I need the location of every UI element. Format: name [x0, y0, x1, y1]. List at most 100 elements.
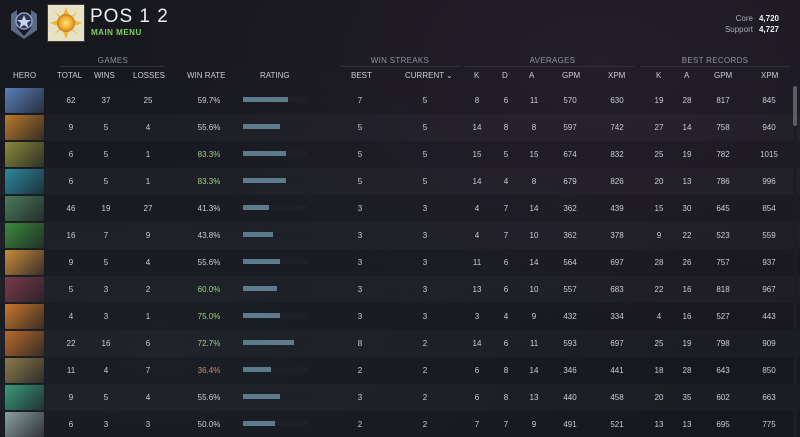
rating-bar-fill [243, 421, 275, 426]
cell-win-rate: 55.6% [197, 123, 221, 132]
cell-wins: 5 [103, 177, 109, 186]
col-wins[interactable]: WINS [94, 71, 115, 80]
col-avg-d[interactable]: D [502, 71, 508, 80]
hero-portrait-icon[interactable] [5, 250, 44, 275]
cell-gpm: 570 [563, 96, 577, 105]
cell-rxpm: 996 [762, 177, 776, 186]
cell-d: 6 [503, 339, 509, 348]
cell-xpm: 439 [610, 204, 624, 213]
hero-portrait-icon[interactable] [5, 169, 44, 194]
cell-k: 7 [474, 420, 480, 429]
col-rec-k[interactable]: K [656, 71, 662, 80]
scrollbar-thumb[interactable] [793, 86, 797, 126]
cell-total: 9 [68, 393, 74, 402]
hero-avatar-sun-icon[interactable] [47, 4, 85, 42]
cell-xpm: 334 [610, 312, 624, 321]
cell-current: 5 [422, 123, 428, 132]
cell-ra: 19 [682, 150, 692, 159]
group-best-records: BEST RECORDS [681, 56, 749, 65]
col-rec-gpm[interactable]: GPM [714, 71, 733, 80]
group-averages: AVERAGES [529, 56, 576, 65]
cell-current: 5 [422, 177, 428, 186]
cell-best: 3 [357, 204, 363, 213]
table-row[interactable]: 46 19 27 41.3% 3 3 4 7 14 362 439 15 30 645 854 [0, 195, 800, 222]
col-rec-a[interactable]: A [684, 71, 690, 80]
cell-k: 3 [474, 312, 480, 321]
hero-portrait-icon[interactable] [5, 142, 44, 167]
hero-portrait-icon[interactable] [5, 331, 44, 356]
cell-losses: 7 [145, 366, 151, 375]
table-row[interactable]: 6 5 1 83.3% 5 5 14 4 8 679 826 20 13 786 996 [0, 168, 800, 195]
hero-portrait-icon[interactable] [5, 88, 44, 113]
col-rating[interactable]: RATING [260, 71, 290, 80]
table-row[interactable]: 9 5 4 55.6% 5 5 14 8 8 597 742 27 14 758 940 [0, 114, 800, 141]
col-avg-gpm[interactable]: GPM [562, 71, 581, 80]
table-row[interactable]: 9 5 4 55.6% 3 2 6 8 13 440 458 20 35 602 663 [0, 384, 800, 411]
rating-bar-fill [243, 340, 294, 345]
cell-win-rate: 72.7% [197, 339, 221, 348]
col-rec-xpm[interactable]: XPM [761, 71, 779, 80]
cell-rgpm: 817 [716, 96, 730, 105]
col-avg-a[interactable]: A [529, 71, 535, 80]
cell-a: 10 [529, 231, 539, 240]
cell-rxpm: 967 [762, 285, 776, 294]
col-total[interactable]: TOTAL [57, 71, 83, 80]
cell-ra: 28 [682, 366, 692, 375]
table-row[interactable]: 5 3 2 60.0% 3 3 13 6 10 557 683 22 16 818 967 [0, 276, 800, 303]
cell-d: 6 [503, 285, 509, 294]
cell-a: 9 [531, 312, 537, 321]
cell-a: 11 [529, 339, 539, 348]
cell-d: 7 [503, 204, 509, 213]
mmr-summary: Core 4,720 Support 4,727 [725, 13, 779, 35]
col-current[interactable]: CURRENT [405, 71, 445, 80]
table-row[interactable]: 22 16 6 72.7% 8 2 14 6 11 593 697 25 19 798 909 [0, 330, 800, 357]
hero-portrait-icon[interactable] [5, 115, 44, 140]
cell-d: 7 [503, 420, 509, 429]
cell-best: 2 [357, 366, 363, 375]
cell-d: 4 [503, 177, 509, 186]
cell-a: 14 [529, 258, 539, 267]
scrollbar[interactable] [793, 86, 797, 437]
hero-portrait-icon[interactable] [5, 412, 44, 437]
rating-bar [243, 394, 307, 399]
table-row[interactable]: 4 3 1 75.0% 3 3 3 4 9 432 334 4 16 527 443 [0, 303, 800, 330]
cell-d: 4 [503, 312, 509, 321]
cell-best: 7 [357, 96, 363, 105]
col-hero[interactable]: HERO [13, 71, 37, 80]
hero-portrait-icon[interactable] [5, 304, 44, 329]
rating-bar-fill [243, 97, 288, 102]
table-row[interactable]: 6 3 3 50.0% 2 2 7 7 9 491 521 13 13 695 775 [0, 411, 800, 437]
cell-total: 6 [68, 420, 74, 429]
cell-xpm: 458 [610, 393, 624, 402]
col-losses[interactable]: LOSSES [133, 71, 166, 80]
cell-rxpm: 775 [762, 420, 776, 429]
col-avg-xpm[interactable]: XPM [608, 71, 626, 80]
col-win-rate[interactable]: WIN RATE [187, 71, 226, 80]
main-menu-link[interactable]: MAIN MENU [91, 28, 142, 37]
cell-a: 9 [531, 420, 537, 429]
cell-ra: 16 [682, 285, 692, 294]
col-avg-k[interactable]: K [474, 71, 480, 80]
table-row[interactable]: 6 5 1 83.3% 5 5 15 5 15 674 832 25 19 782 1015 [0, 141, 800, 168]
cell-rgpm: 645 [716, 204, 730, 213]
cell-rk: 20 [654, 177, 664, 186]
table-row[interactable]: 9 5 4 55.6% 3 3 11 6 14 564 697 28 26 757 937 [0, 249, 800, 276]
cell-k: 14 [472, 123, 482, 132]
sort-chevron-down-icon[interactable]: ⌄ [446, 71, 453, 80]
col-best[interactable]: BEST [351, 71, 372, 80]
cell-gpm: 432 [563, 312, 577, 321]
table-row[interactable]: 62 37 25 59.7% 7 5 8 6 11 570 630 19 28 817 845 [0, 87, 800, 114]
cell-best: 3 [357, 258, 363, 267]
table-row[interactable]: 16 7 9 43.8% 3 3 4 7 10 362 378 9 22 523 559 [0, 222, 800, 249]
hero-portrait-icon[interactable] [5, 385, 44, 410]
table-row[interactable]: 11 4 7 36.4% 2 2 6 8 14 346 441 18 28 643 850 [0, 357, 800, 384]
cell-gpm: 679 [563, 177, 577, 186]
cell-d: 8 [503, 393, 509, 402]
hero-portrait-icon[interactable] [5, 358, 44, 383]
hero-portrait-icon[interactable] [5, 223, 44, 248]
cell-current: 3 [422, 231, 428, 240]
hero-portrait-icon[interactable] [5, 196, 44, 221]
cell-win-rate: 75.0% [197, 312, 221, 321]
hero-portrait-icon[interactable] [5, 277, 44, 302]
cell-a: 14 [529, 204, 539, 213]
